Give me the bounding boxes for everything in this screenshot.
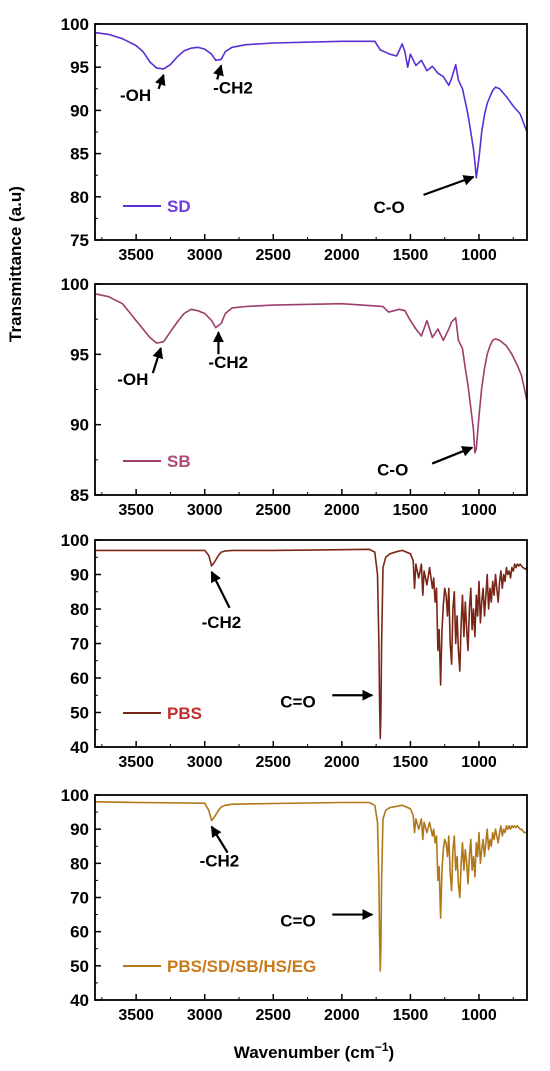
annotation-label: -CH2: [208, 353, 248, 372]
y-tick-label: 75: [70, 231, 89, 250]
x-tick-label: 3000: [187, 502, 223, 519]
y-tick-label: 100: [61, 15, 89, 34]
series-line: [95, 548, 528, 740]
annotation-label: C-O: [377, 461, 408, 480]
annotation-arrow: [155, 73, 166, 90]
plot-frame: [94, 539, 528, 748]
annotation-label: -OH: [117, 370, 148, 389]
y-tick-label: 80: [70, 854, 89, 873]
y-tick-label: 60: [70, 923, 89, 942]
annotation-arrow: [151, 347, 164, 374]
x-tick-label: 3500: [118, 502, 154, 519]
legend-label: SD: [167, 197, 191, 216]
annotation-label: C-O: [374, 198, 405, 217]
y-tick-label: 70: [70, 889, 89, 908]
x-tick-label: 2500: [255, 502, 291, 519]
y-tick-label: 90: [70, 820, 89, 839]
y-tick-label: 80: [70, 188, 89, 207]
annotation-arrow: [210, 570, 231, 609]
shared-y-axis-label: Transmittance (a.u): [6, 186, 25, 342]
y-tick-label: 90: [70, 566, 89, 585]
y-tick-label: 60: [70, 669, 89, 688]
annotation-label: -CH2: [213, 78, 253, 97]
annotation-label: C=O: [280, 912, 315, 931]
plot-frame: [94, 794, 528, 1001]
x-tick-label: 2000: [324, 1007, 360, 1024]
y-tick-label: 95: [70, 58, 89, 77]
y-tick-label: 40: [70, 991, 89, 1010]
x-tick-label: 3000: [187, 247, 223, 264]
annotation-arrow: [210, 825, 229, 854]
annotation-arrow: [431, 446, 474, 465]
x-tick-label: 2000: [324, 247, 360, 264]
legend-label: SB: [167, 452, 191, 471]
x-tick-label: 1500: [393, 754, 429, 771]
x-tick-label: 1000: [461, 1007, 497, 1024]
annotation-label: -CH2: [202, 613, 242, 632]
y-tick-label: 70: [70, 635, 89, 654]
annotation-label: -OH: [120, 86, 151, 105]
x-tick-label: 1000: [461, 754, 497, 771]
spectrum-panel-1: 75 80 85 90 95 100 3500 3000 2500 2000 1500 1000 SD -…: [61, 15, 528, 264]
y-tick-label: 95: [70, 345, 89, 364]
y-tick-label: 100: [61, 786, 89, 805]
series-line: [94, 801, 527, 972]
legend-label: PBS: [167, 704, 202, 723]
x-tick-label: 2000: [324, 754, 360, 771]
x-tick-label: 1000: [461, 247, 497, 264]
x-tick-label: 2500: [255, 247, 291, 264]
x-tick-label: 3500: [118, 754, 154, 771]
x-axis-label: Wavenumber (cm−1): [234, 1040, 394, 1062]
annotation-label: -CH2: [200, 852, 240, 871]
x-tick-label: 2500: [255, 754, 291, 771]
annotation-arrow: [213, 64, 224, 80]
spectrum-panel-3: 40 50 60 70 80 90 100 3500 3000 2500 2000 1500 1000 P…: [61, 531, 528, 771]
annotation-arrow: [423, 175, 475, 196]
y-tick-label: 85: [70, 486, 89, 505]
x-tick-label: 1000: [461, 502, 497, 519]
x-tick-label: 3500: [118, 247, 154, 264]
y-tick-label: 85: [70, 145, 89, 164]
y-tick-label: 100: [61, 531, 89, 550]
series-line: [94, 293, 528, 454]
annotation-label: C=O: [280, 692, 315, 711]
y-tick-label: 50: [70, 704, 89, 723]
legend-label: PBS/SD/SB/HS/EG: [167, 957, 316, 976]
y-tick-label: 90: [70, 416, 89, 435]
plot-frame: [94, 23, 528, 241]
plot-frame: [94, 283, 528, 496]
x-tick-label: 3000: [187, 754, 223, 771]
x-tick-label: 2500: [255, 1007, 291, 1024]
x-tick-label: 1500: [393, 502, 429, 519]
series-line: [94, 31, 528, 179]
y-tick-label: 50: [70, 957, 89, 976]
y-tick-label: 100: [61, 275, 89, 294]
x-tick-label: 3500: [118, 1007, 154, 1024]
x-tick-label: 3000: [187, 1007, 223, 1024]
y-tick-label: 40: [70, 738, 89, 757]
x-tick-label: 1500: [393, 247, 429, 264]
spectrum-panel-2: 85 90 95 100 3500 3000 2500 2000 1500 1000 SB -OH -C…: [61, 275, 528, 519]
y-tick-label: 90: [70, 101, 89, 120]
x-tick-label: 2000: [324, 502, 360, 519]
spectrum-panel-4: 40 50 60 70 80 90 100 3500 3000 2500 2000 1500 1000 P…: [61, 786, 528, 1024]
x-tick-label: 1500: [393, 1007, 429, 1024]
y-tick-label: 80: [70, 600, 89, 619]
